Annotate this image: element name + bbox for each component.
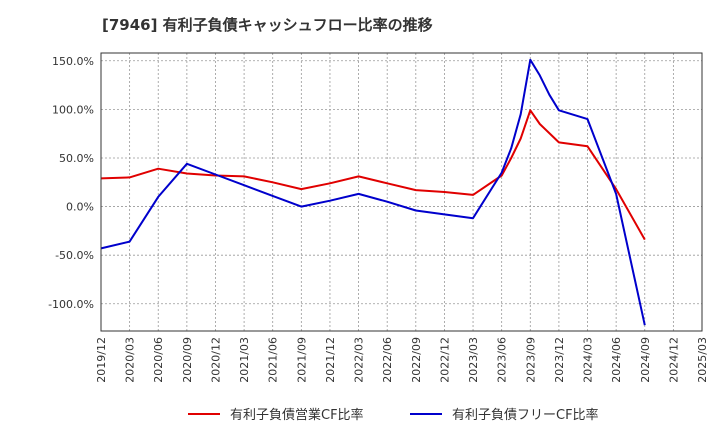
legend: 有利子負債営業CF比率 有利子負債フリーCF比率: [0, 404, 720, 428]
x-tick-label: 2019/12: [95, 337, 108, 383]
series-line-operating-cf: [100, 109, 646, 241]
legend-item-free-cf: 有利子負債フリーCF比率: [410, 404, 599, 423]
x-tick-label: 2021/09: [295, 337, 308, 383]
x-tick-label: 2020/09: [181, 337, 194, 383]
x-tick-label: 2020/12: [209, 337, 222, 383]
x-tick-label: 2023/03: [467, 337, 480, 383]
y-tick-label: -50.0%: [55, 249, 94, 262]
x-tick-label: 2022/06: [381, 337, 394, 383]
x-tick-label: 2025/03: [696, 337, 709, 383]
x-tick-label: 2022/12: [438, 337, 451, 383]
legend-label: 有利子負債フリーCF比率: [452, 408, 599, 423]
legend-swatch-blue: [410, 412, 442, 415]
x-tick-label: 2022/03: [353, 337, 366, 383]
legend-item-operating-cf: 有利子負債営業CF比率: [188, 404, 364, 423]
plot-frame: [100, 52, 703, 332]
x-tick-label: 2020/03: [124, 337, 137, 383]
grid-lines: [100, 53, 703, 331]
x-axis-ticks: 2019/12 2020/03 2020/06 2020/09 2020/12 2021/…: [95, 337, 709, 383]
series-lines: [100, 58, 646, 326]
x-tick-label: 2023/12: [553, 337, 566, 383]
x-tick-label: 2023/09: [524, 337, 537, 383]
y-tick-label: 0.0%: [66, 201, 94, 214]
x-tick-label: 2021/12: [324, 337, 337, 383]
x-tick-label: 2024/03: [582, 337, 595, 383]
y-tick-label: -100.0%: [48, 298, 94, 311]
x-tick-label: 2023/06: [496, 337, 509, 383]
y-axis-ticks: 150.0% 100.0% 50.0% 0.0% -50.0% -100.0%: [48, 55, 94, 311]
chart-title: [7946] 有利子負債キャッシュフロー比率の推移: [102, 16, 433, 34]
y-tick-label: 150.0%: [52, 55, 94, 68]
x-tick-label: 2021/03: [238, 337, 251, 383]
y-tick-label: 50.0%: [59, 152, 94, 165]
series-line-free-cf: [100, 58, 646, 326]
x-tick-label: 2020/06: [152, 337, 165, 383]
legend-label: 有利子負債営業CF比率: [230, 408, 364, 423]
x-tick-label: 2021/06: [267, 337, 280, 383]
y-tick-label: 100.0%: [52, 103, 94, 116]
x-tick-label: 2024/06: [610, 337, 623, 383]
x-tick-label: 2024/09: [639, 337, 652, 383]
x-tick-label: 2024/12: [667, 337, 680, 383]
legend-swatch-red: [188, 412, 220, 415]
x-tick-label: 2022/09: [410, 337, 423, 383]
